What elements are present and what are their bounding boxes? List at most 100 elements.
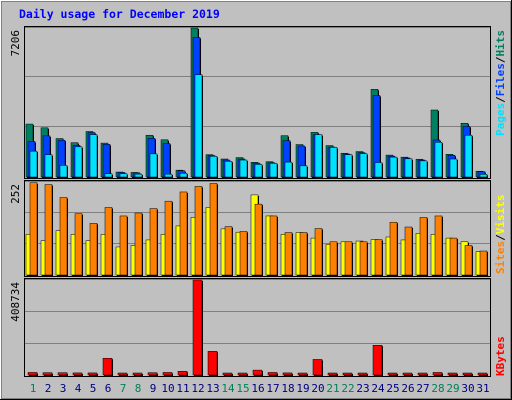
kbytes-bar-day-3 — [57, 372, 68, 376]
x-tick-label-day-10: 10 — [161, 382, 174, 395]
kbytes-bar-day-28 — [432, 372, 443, 376]
x-tick-label-day-3: 3 — [60, 382, 67, 395]
sites-bar-day-17 — [269, 215, 278, 276]
sites-bar-day-15 — [239, 231, 248, 276]
pages-bar-day-12 — [194, 74, 203, 178]
legend-hits: Pages/Files/Hits — [494, 30, 507, 136]
visits-ymax-label: 252 — [9, 184, 22, 204]
kbytes-bar-day-31 — [477, 372, 488, 376]
pages-bar-day-24 — [374, 162, 383, 178]
pages-bar-day-7 — [119, 173, 128, 178]
kbytes-bar-day-18 — [282, 372, 293, 376]
x-tick-label-day-2: 2 — [45, 382, 52, 395]
kbytes-bar-day-26 — [402, 372, 413, 376]
pages-bar-day-10 — [164, 173, 173, 178]
x-tick-label-day-23: 23 — [356, 382, 369, 395]
sites-bar-day-23 — [359, 241, 368, 276]
legend-item-hits: Hits — [494, 30, 507, 57]
pages-bar-day-25 — [389, 156, 398, 178]
sites-bar-day-10 — [164, 200, 173, 276]
pages-bar-day-21 — [329, 147, 338, 178]
pages-bar-day-19 — [299, 165, 308, 178]
pages-bar-day-15 — [239, 159, 248, 178]
legend-item-kbytes: KBytes — [494, 336, 507, 376]
pages-bar-day-31 — [479, 174, 488, 178]
x-tick-label-day-1: 1 — [30, 382, 37, 395]
chart-title: Daily usage for December 2019 — [19, 7, 220, 21]
x-tick-label-day-20: 20 — [311, 382, 324, 395]
kbytes-bar-day-14 — [222, 372, 233, 376]
pages-bar-day-26 — [404, 158, 413, 178]
legend-item-files: Files — [494, 63, 507, 96]
kbytes-bar-day-29 — [447, 372, 458, 376]
legend-item-separator: / — [494, 96, 507, 103]
sites-bar-day-28 — [434, 215, 443, 276]
x-tick-label-day-15: 15 — [236, 382, 249, 395]
kbytes-bar-day-12 — [192, 279, 203, 376]
pages-bar-day-20 — [314, 134, 323, 178]
x-tick-label-day-25: 25 — [386, 382, 399, 395]
sites-bar-day-31 — [479, 250, 488, 276]
sites-bar-day-22 — [344, 241, 353, 276]
pages-bar-day-27 — [419, 160, 428, 178]
sites-bar-day-1 — [29, 182, 38, 276]
pages-bar-day-30 — [464, 134, 473, 178]
x-tick-label-day-31: 31 — [476, 382, 489, 395]
x-tick-label-day-6: 6 — [105, 382, 112, 395]
pages-bar-day-13 — [209, 156, 218, 178]
x-tick-label-day-21: 21 — [326, 382, 339, 395]
bars — [25, 27, 488, 376]
sites-bar-day-3 — [59, 197, 68, 276]
legend-text: KBytes — [494, 336, 507, 376]
x-tick-label-day-22: 22 — [341, 382, 354, 395]
kbytes-bar-day-5 — [87, 372, 98, 376]
sites-bar-day-11 — [179, 191, 188, 276]
grid-lines — [25, 27, 490, 344]
kbytes-bar-day-22 — [342, 372, 353, 376]
pages-bar-day-11 — [179, 173, 188, 178]
sites-bar-day-12 — [194, 186, 203, 276]
sites-bar-day-9 — [149, 208, 158, 276]
x-tick-label-day-18: 18 — [281, 382, 294, 395]
kbytes-bar-day-24 — [372, 344, 383, 376]
kbytes-bar-day-8 — [132, 372, 143, 376]
kbytes-bar-day-2 — [42, 372, 53, 376]
kbytes-bar-day-20 — [312, 359, 323, 376]
legend-item-sites: Sites — [494, 241, 507, 274]
kbytes-bar-day-23 — [357, 372, 368, 376]
kbytes-bar-day-30 — [462, 372, 473, 376]
x-tick-label-day-28: 28 — [431, 382, 444, 395]
sites-bar-day-8 — [134, 212, 143, 276]
kbytes-bar-day-7 — [117, 372, 128, 376]
sites-bar-day-6 — [104, 207, 113, 276]
kbytes-panel-bg — [24, 278, 491, 377]
pages-bar-day-14 — [224, 161, 233, 178]
sites-bar-day-19 — [299, 232, 308, 276]
x-tick-label-day-19: 19 — [296, 382, 309, 395]
sites-bar-day-16 — [254, 203, 263, 276]
x-tick-label-day-11: 11 — [176, 382, 189, 395]
x-tick-label-day-26: 26 — [401, 382, 414, 395]
pages-bar-day-8 — [134, 173, 143, 178]
kbytes-bar-day-27 — [417, 372, 428, 376]
sites-bar-day-25 — [389, 221, 398, 276]
x-tick-label-day-9: 9 — [150, 382, 157, 395]
legend-text: Sites/Visits — [494, 195, 507, 275]
legend-visits: Sites/Visits — [494, 195, 507, 275]
pages-bar-day-22 — [344, 154, 353, 178]
x-tick-label-day-27: 27 — [416, 382, 429, 395]
legend-kbytes: KBytes — [494, 336, 507, 376]
pages-bar-day-2 — [44, 154, 53, 178]
kbytes-bar-day-11 — [177, 371, 188, 376]
kbytes-bar-day-4 — [72, 372, 83, 376]
sites-bar-day-26 — [404, 226, 413, 276]
pages-bar-day-3 — [59, 165, 68, 178]
sites-bar-day-14 — [224, 226, 233, 276]
legend-item-pages: Pages — [494, 103, 507, 136]
x-tick-label-day-30: 30 — [461, 382, 474, 395]
pages-bar-day-6 — [104, 173, 113, 178]
pages-bar-day-1 — [29, 150, 38, 178]
